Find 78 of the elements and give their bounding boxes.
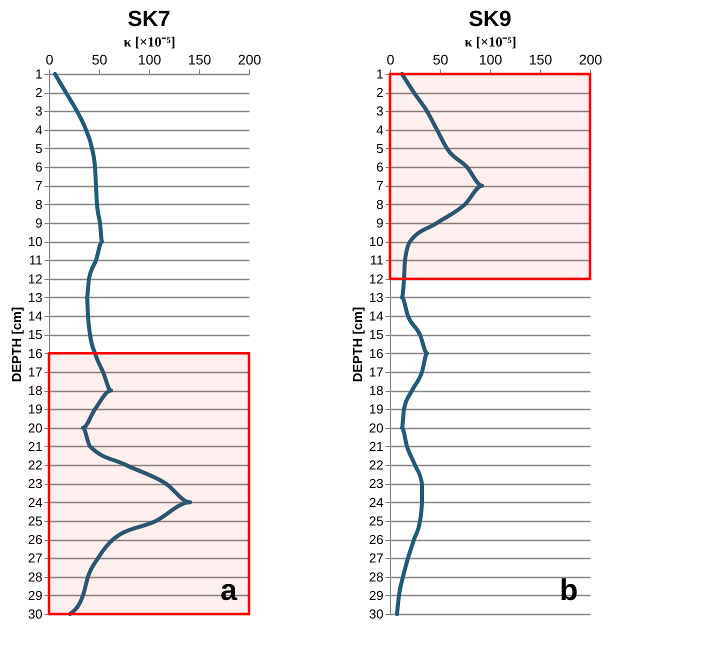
y-tick-label: 10 xyxy=(28,234,42,250)
y-tick-label: 4 xyxy=(35,122,42,138)
y-tick-label: 25 xyxy=(28,513,42,528)
y-tick-label: 12 xyxy=(28,271,42,286)
x-tick-label: 100 xyxy=(138,52,162,68)
y-tick-label: 11 xyxy=(29,252,42,268)
y-tick-label: 4 xyxy=(376,122,384,138)
y-tick-label: 14 xyxy=(369,308,384,324)
y-tick-label: 15 xyxy=(369,327,384,342)
y-tick-label: 20 xyxy=(28,420,42,436)
y-tick-label: 5 xyxy=(35,140,42,156)
annotation: b xyxy=(560,574,578,607)
y-tick-label: 12 xyxy=(369,271,384,286)
y-tick-label: 28 xyxy=(369,569,384,584)
y-tick-label: 3 xyxy=(376,104,384,119)
y-tick-label: 11 xyxy=(370,252,384,268)
y-tick-label: 7 xyxy=(35,178,42,194)
y-tick-label: 18 xyxy=(369,383,384,398)
x-tick-label: 150 xyxy=(188,52,212,68)
y-tick-label: 26 xyxy=(369,532,384,548)
y-tick-label: 17 xyxy=(369,364,384,380)
y-tick-label: 21 xyxy=(28,438,42,454)
x-tick-label: 100 xyxy=(478,52,502,68)
y-axis-title: DEPTH [cm] xyxy=(350,306,366,382)
y-tick-label: 24 xyxy=(369,494,384,510)
y-tick-label: 7 xyxy=(376,178,384,194)
y-axis-title: DEPTH [cm] xyxy=(9,306,24,382)
y-tick-label: 18 xyxy=(28,383,42,398)
y-tick-label: 30 xyxy=(28,606,42,622)
x-tick-label: 0 xyxy=(386,52,395,68)
y-tick-label: 9 xyxy=(35,215,42,230)
y-tick-label: 29 xyxy=(28,588,42,603)
y-tick-label: 23 xyxy=(369,476,384,492)
y-tick-label: 27 xyxy=(28,550,42,566)
y-tick-label: 25 xyxy=(369,513,384,528)
x-tick-label: 50 xyxy=(432,52,448,68)
y-tick-label: 5 xyxy=(376,140,384,156)
y-tick-label: 9 xyxy=(376,215,384,230)
y-tick-label: 15 xyxy=(28,327,42,342)
y-tick-label: 14 xyxy=(28,308,42,324)
y-tick-label: 6 xyxy=(376,160,384,175)
y-tick-label: 13 xyxy=(28,290,42,305)
chart-title: SK9 xyxy=(468,6,512,31)
annotation: a xyxy=(220,574,238,607)
y-tick-label: 21 xyxy=(369,438,384,454)
y-tick-label: 8 xyxy=(35,196,42,212)
y-tick-label: 29 xyxy=(369,588,384,603)
y-tick-label: 22 xyxy=(28,458,42,473)
y-tick-label: 13 xyxy=(369,290,384,305)
y-tick-label: 24 xyxy=(28,494,42,510)
y-tick-label: 1 xyxy=(35,66,42,82)
y-tick-label: 16 xyxy=(369,346,384,361)
y-tick-label: 19 xyxy=(369,402,384,417)
x-tick-label: 150 xyxy=(528,52,552,68)
y-tick-label: 27 xyxy=(369,550,384,566)
x-tick-label: 200 xyxy=(238,52,262,68)
y-tick-label: 23 xyxy=(28,476,42,492)
y-tick-label: 19 xyxy=(28,402,42,417)
y-tick-label: 3 xyxy=(35,104,42,119)
x-axis-title: κ [×10⁻⁵] xyxy=(464,36,516,50)
x-tick-label: 50 xyxy=(92,52,108,68)
y-tick-label: 28 xyxy=(28,569,42,584)
y-tick-label: 6 xyxy=(35,160,42,175)
y-tick-label: 17 xyxy=(28,364,42,380)
x-axis-title: κ [×10⁻⁵] xyxy=(124,36,176,50)
y-tick-label: 10 xyxy=(369,234,384,250)
y-tick-label: 8 xyxy=(376,196,384,212)
y-tick-label: 2 xyxy=(376,85,384,100)
x-tick-label: 0 xyxy=(46,52,54,68)
y-tick-label: 16 xyxy=(28,346,42,361)
y-tick-label: 26 xyxy=(28,532,42,548)
y-tick-label: 30 xyxy=(369,606,384,622)
y-tick-label: 1 xyxy=(376,66,384,82)
y-tick-label: 2 xyxy=(35,85,42,100)
x-tick-label: 200 xyxy=(578,52,602,68)
chart-title: SK7 xyxy=(128,6,170,31)
y-tick-label: 20 xyxy=(369,420,384,436)
y-tick-label: 22 xyxy=(369,458,384,473)
